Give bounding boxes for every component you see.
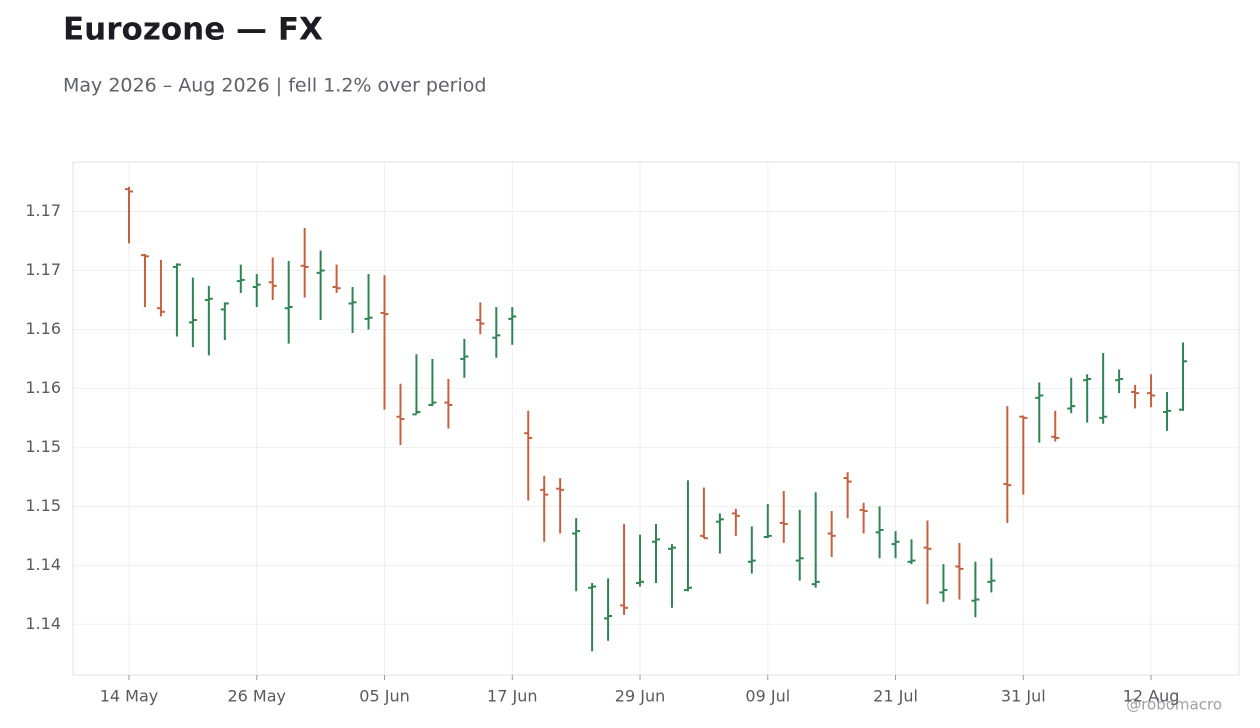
chart-title: Eurozone — FX [63,12,323,48]
y-tick-label: 1.17 [25,201,61,220]
y-tick-label: 1.16 [25,378,61,397]
credit: @robomacro [1126,696,1222,714]
x-tick-label: 17 Jun [487,687,537,706]
y-tick-label: 1.15 [25,437,61,456]
x-tick-label: 14 May [100,687,159,706]
x-tick-label: 21 Jul [873,687,918,706]
x-tick-label: 05 Jun [359,687,409,706]
x-tick-label: 09 Jul [745,687,790,706]
y-tick-label: 1.14 [25,614,61,633]
plot-frame [72,161,1240,676]
x-tick-label: 12 Aug [1123,687,1180,706]
y-tick-label: 1.16 [25,319,61,338]
x-tick-label: 31 Jul [1001,687,1046,706]
chart-subtitle: May 2026 – Aug 2026 | fell 1.2% over per… [63,75,486,97]
y-tick-label: 1.17 [25,260,61,279]
x-tick-label: 29 Jun [615,687,665,706]
x-tick-label: 26 May [227,687,286,706]
y-tick-label: 1.15 [25,496,61,515]
y-tick-label: 1.14 [25,555,61,574]
